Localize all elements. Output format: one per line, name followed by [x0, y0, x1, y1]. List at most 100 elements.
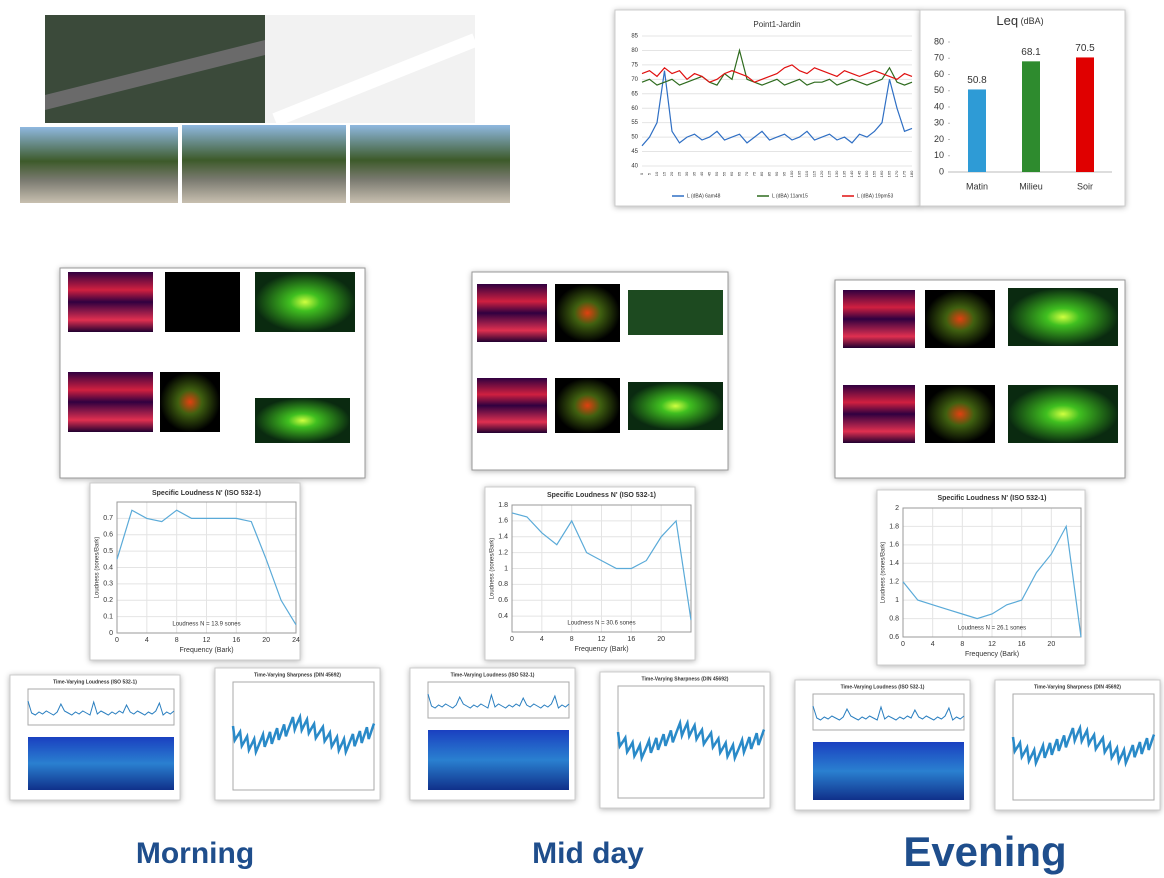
chart-title: Point1-Jardin — [753, 20, 800, 29]
y-tick-label: 0.7 — [103, 515, 113, 522]
series-line — [641, 48, 913, 86]
visualisation — [1008, 288, 1118, 346]
x-tick-label: 180 — [909, 170, 914, 177]
x-tick-label: 145 — [857, 170, 862, 177]
x-tick-label: 20 — [262, 637, 270, 644]
y-tick-label: 50 — [934, 85, 944, 95]
x-tick-label: 70 — [744, 171, 749, 176]
map-road — [272, 33, 478, 127]
tv-title: Time-Varying Loudness (ISO 532-1) — [841, 684, 925, 690]
tv-trace — [427, 693, 570, 709]
legend-label: L (dBA) 19pm53 — [857, 193, 893, 199]
x-tick-label: 40 — [699, 171, 704, 176]
x-tick-label: 85 — [767, 171, 772, 176]
y-tick-label: 0.1 — [103, 613, 113, 620]
spectrogram — [477, 378, 547, 433]
bar — [1022, 61, 1040, 172]
y-tick-label: 0.6 — [103, 532, 113, 539]
visualisation — [255, 272, 355, 332]
panorama — [182, 125, 346, 203]
x-tick-label: 100 — [789, 170, 794, 177]
annotation: Loudness N = 26.1 sones — [958, 626, 1026, 632]
tv-spectrogram — [28, 737, 174, 790]
x-tick-label: 170 — [894, 170, 899, 177]
tv-title: Time-Varying Sharpness (DIN 45692) — [254, 672, 341, 678]
bar — [968, 89, 986, 172]
x-tick-label: 30 — [684, 171, 689, 176]
chart-title: Specific Loudness N' (ISO 532-1) — [937, 495, 1046, 502]
x-tick-label: 150 — [864, 170, 869, 177]
x-tick-label: 0 — [115, 637, 119, 644]
series-line — [641, 64, 913, 83]
y-tick-label: 70 — [631, 77, 638, 83]
value-label: 50.8 — [967, 75, 987, 86]
annotation: Loudness N = 30.6 sones — [567, 621, 635, 627]
x-tick-label: 175 — [902, 170, 907, 177]
x-tick-label: 80 — [759, 171, 764, 176]
x-tick-label: 105 — [797, 170, 802, 177]
y-tick-label: 50 — [631, 135, 638, 141]
visualisation — [628, 290, 723, 335]
tv-title: Time-Varying Loudness (ISO 532-1) — [451, 672, 535, 678]
x-tick-label: 0 — [901, 641, 905, 648]
spectrogram — [68, 372, 153, 432]
series-line — [902, 524, 1082, 638]
tv-title: Time-Varying Sharpness (DIN 45692) — [642, 676, 729, 682]
y-tick-label: 1 — [895, 597, 899, 604]
y-tick-label: 0.8 — [498, 581, 508, 588]
plot-frame — [116, 501, 297, 634]
y-tick-label: 30 — [934, 118, 944, 128]
plot-frame — [511, 504, 692, 633]
x-tick-label: 60 — [729, 171, 734, 176]
y-tick-label: 0 — [939, 166, 944, 176]
visualisation — [925, 290, 995, 348]
x-tick-label: 155 — [872, 170, 877, 177]
x-tick-label: 12 — [598, 636, 606, 643]
x-tick-label: 24 — [292, 637, 300, 644]
spectrogram — [843, 385, 915, 443]
visualisation — [255, 398, 350, 443]
visualisation — [555, 284, 620, 342]
y-tick-label: 1.4 — [889, 560, 899, 567]
visualisation — [165, 272, 240, 332]
y-tick-label: 80 — [631, 48, 638, 54]
x-tick-label: 15 — [662, 171, 667, 176]
visualisation — [925, 385, 995, 443]
tv-plot — [617, 685, 765, 799]
period-label: Evening — [903, 828, 1066, 875]
y-tick-label: 65 — [631, 91, 638, 97]
visualisation — [1008, 385, 1118, 443]
x-tick-label: 4 — [931, 641, 935, 648]
road — [45, 40, 265, 110]
y-tick-label: 70 — [934, 53, 944, 63]
tv-spectrogram — [428, 730, 569, 790]
x-tick-label: 160 — [879, 170, 884, 177]
x-tick-label: 8 — [570, 636, 574, 643]
y-tick-label: 1.2 — [498, 549, 508, 556]
tv-trace — [616, 718, 766, 763]
series-line — [641, 70, 913, 147]
panorama — [350, 125, 510, 203]
x-tick-label: 75 — [752, 171, 757, 176]
y-tick-label: 60 — [631, 106, 638, 112]
x-tick-label: 90 — [774, 171, 779, 176]
tv-plot — [427, 681, 570, 719]
loudness-panel — [484, 486, 696, 661]
x-tick-label: 4 — [145, 637, 149, 644]
x-axis-label: Frequency (Bark) — [965, 651, 1019, 658]
x-tick-label: 12 — [988, 641, 996, 648]
x-tick-label: 10 — [654, 171, 659, 176]
chart-title: Specific Loudness N' (ISO 532-1) — [547, 492, 656, 499]
y-axis-label: Loudness (sones/Bark) — [95, 537, 101, 599]
y-tick-label: 1.8 — [498, 502, 508, 509]
y-tick-label: 0.6 — [498, 597, 508, 604]
series-line — [116, 509, 297, 626]
y-tick-label: 2 — [895, 505, 899, 512]
y-tick-label: 60 — [934, 69, 944, 79]
x-tick-label: 20 — [669, 171, 674, 176]
y-tick-label: 40 — [934, 101, 944, 111]
x-tick-label: 140 — [849, 170, 854, 177]
value-label: 68.1 — [1021, 47, 1041, 58]
y-tick-label: 0.4 — [498, 613, 508, 620]
